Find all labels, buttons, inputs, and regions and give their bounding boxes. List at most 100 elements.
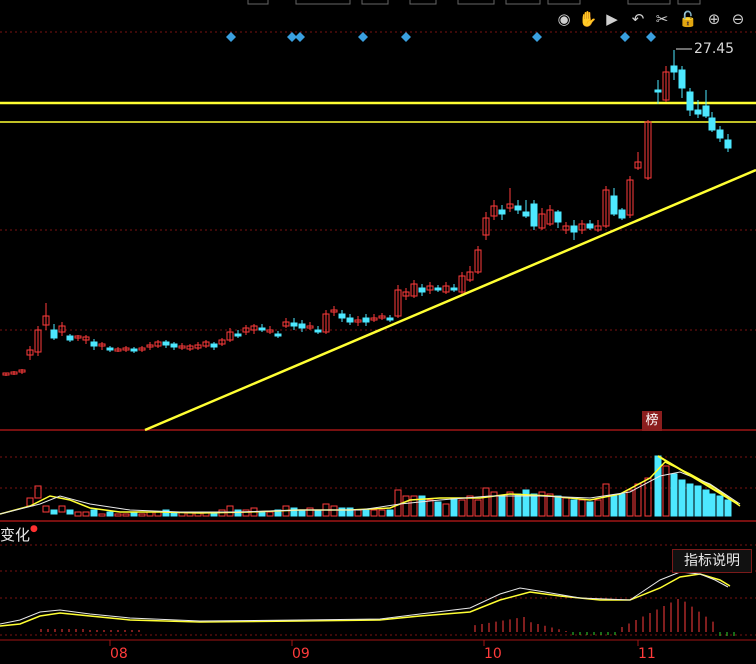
signal-diamond-icon — [226, 32, 236, 42]
lock-icon[interactable]: 🔓 — [678, 10, 698, 28]
candle-body — [138, 347, 146, 351]
volume-bar — [106, 511, 114, 517]
signal-diamond-icon — [295, 32, 305, 42]
volume-bar — [482, 487, 490, 517]
candle-body — [702, 105, 710, 117]
volume-bar — [34, 485, 42, 499]
volume-bar — [538, 491, 546, 517]
volume-bar — [290, 507, 298, 517]
header-tab — [457, 0, 495, 5]
hand-icon[interactable]: ✋ — [578, 10, 598, 28]
volume-bar — [434, 501, 442, 517]
candle-body — [242, 327, 250, 333]
candle-body — [670, 65, 678, 73]
volume-bar — [386, 509, 394, 517]
candle-body — [170, 343, 178, 348]
candle-body — [26, 349, 34, 356]
header-tab — [295, 0, 351, 5]
signal-diamond-icon — [401, 32, 411, 42]
candle-body — [306, 325, 314, 329]
candle-body — [322, 313, 330, 333]
dif-line — [0, 571, 729, 625]
candle-body — [258, 327, 266, 331]
candle-body — [474, 249, 482, 273]
play-icon[interactable]: ▶ — [606, 10, 618, 28]
header-tab — [247, 0, 269, 5]
candle-body — [450, 287, 458, 291]
indicator-help-button[interactable]: 指标说明 — [672, 549, 752, 573]
undo-icon[interactable]: ↶ — [631, 10, 645, 28]
candle-body — [66, 335, 74, 341]
volume-bar — [42, 505, 50, 513]
volume-bar — [626, 489, 634, 517]
candle-body — [202, 341, 210, 347]
candle-body — [298, 323, 306, 329]
eye-icon[interactable]: ◉ — [557, 10, 571, 28]
candle-body — [34, 329, 42, 353]
volume-bar — [594, 499, 602, 517]
zoom-in-icon[interactable]: ⊕ — [707, 10, 721, 28]
candle-body — [386, 317, 394, 321]
signal-diamond-icon — [646, 32, 656, 42]
candle-body — [570, 225, 578, 233]
volume-bar — [402, 495, 410, 517]
candle-body — [226, 331, 234, 341]
candle-body — [122, 347, 130, 351]
volume-bar — [450, 497, 458, 517]
volume-bar — [162, 509, 170, 517]
volume-bar — [570, 499, 578, 517]
candle-body — [662, 71, 670, 101]
candle-body — [2, 372, 10, 376]
volume-bar — [90, 509, 98, 517]
signal-diamond-icon — [287, 32, 297, 42]
candle-body — [458, 275, 466, 293]
month-label-08: 08 — [110, 646, 128, 662]
volume-bar — [258, 511, 266, 517]
candle-body — [654, 89, 662, 93]
candle-body — [50, 329, 58, 339]
candle-body — [678, 69, 686, 89]
scissors-icon[interactable]: ✂ — [655, 10, 669, 28]
candle-body — [154, 341, 162, 347]
candle-body — [482, 217, 490, 236]
volume-bar — [130, 512, 138, 517]
volume-bar — [514, 493, 522, 517]
candle-body — [562, 225, 570, 231]
candle-body — [218, 339, 226, 345]
trend-line — [144, 168, 756, 432]
candle-body — [694, 109, 702, 115]
candle-body — [708, 117, 716, 131]
candle-body — [378, 315, 386, 319]
volume-bar — [686, 483, 694, 517]
volume-bar — [618, 493, 626, 517]
volume-bar — [346, 507, 354, 517]
volume-bar — [378, 509, 386, 517]
bang-badge[interactable]: 榜 — [642, 411, 662, 431]
candle-body — [370, 317, 378, 321]
candle-body — [634, 161, 642, 169]
volume-bar — [702, 489, 710, 517]
candle-body — [716, 129, 724, 139]
volume-bar — [418, 495, 426, 517]
volume-bar — [678, 479, 686, 517]
candle-body — [418, 287, 426, 293]
month-label-10: 10 — [484, 646, 502, 662]
zoom-out-icon[interactable]: ⊖ — [731, 10, 745, 28]
volume-bar — [426, 499, 434, 517]
volume-bar — [586, 501, 594, 517]
candle-body — [290, 322, 298, 327]
volume-bar — [226, 505, 234, 517]
candle-body — [402, 291, 410, 297]
volume-bar — [122, 513, 130, 517]
candle-body — [98, 343, 106, 347]
volume-bar — [338, 507, 346, 517]
candle-body — [354, 319, 362, 323]
volume-bar — [306, 507, 314, 517]
candle-body — [346, 317, 354, 323]
candle-body — [410, 283, 418, 297]
volume-ma-white — [0, 471, 741, 515]
volume-trend-line — [657, 455, 739, 505]
volume-bar — [242, 509, 250, 517]
volume-bar — [458, 499, 466, 517]
